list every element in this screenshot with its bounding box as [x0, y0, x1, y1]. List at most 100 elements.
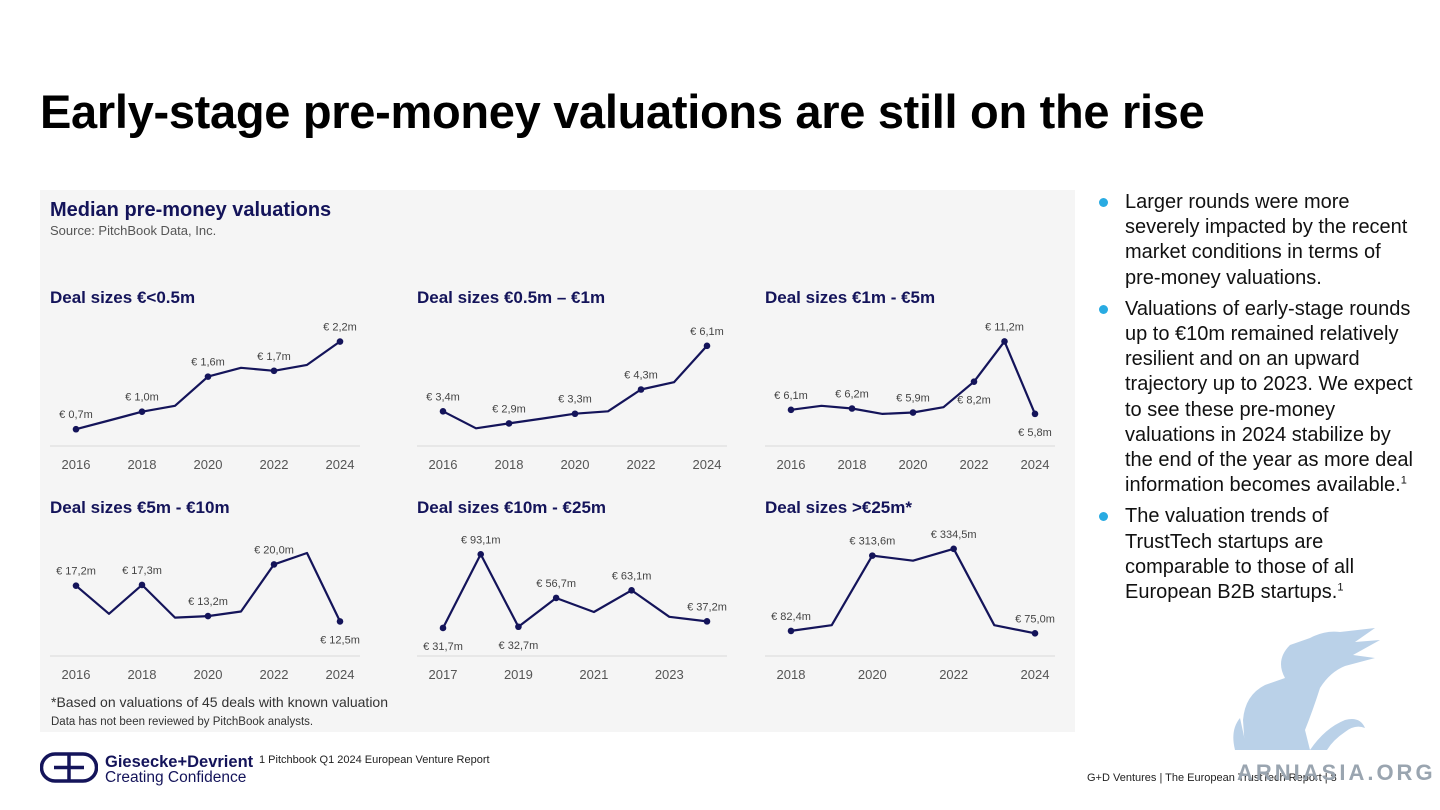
x-tick-label: 2022 [260, 667, 289, 682]
data-label: € 0,7m [59, 409, 93, 421]
data-label: € 11,2m [985, 321, 1024, 333]
data-point [1031, 410, 1039, 418]
x-tick-label: 2016 [429, 457, 458, 472]
x-tick-label: 2016 [62, 457, 91, 472]
data-label: € 334,5m [931, 529, 977, 541]
data-label: € 56,7m [536, 578, 576, 590]
x-tick-label: 2018 [777, 667, 806, 682]
data-label: € 1,7m [257, 351, 291, 363]
data-label: € 63,1m [612, 570, 652, 582]
data-point [138, 581, 146, 589]
x-tick-label: 2018 [128, 457, 157, 472]
data-point [439, 624, 447, 632]
x-tick-label: 2024 [326, 457, 355, 472]
data-point [571, 410, 579, 418]
panel-source: Source: PitchBook Data, Inc. [50, 223, 217, 238]
bullet-text: Larger rounds were more severely impacte… [1125, 191, 1408, 289]
chart-title: Deal sizes €5m - €10m [50, 498, 230, 517]
x-tick-label: 2020 [561, 457, 590, 472]
x-tick-label: 2020 [899, 457, 928, 472]
panel-footnote: *Based on valuations of 45 deals with kn… [51, 694, 388, 710]
data-label: € 1,6m [191, 357, 225, 369]
bullet-item: Valuations of early-stage rounds up to €… [1098, 297, 1418, 499]
series-line [75, 340, 341, 431]
chart-svg: € 17,2m € 17,3m € 13,2m € 20,0m € 12,5m 2016 2… [50, 544, 360, 682]
panel-title: Median pre-money valuations [50, 199, 332, 221]
source-footnote: 1 Pitchbook Q1 2024 European Venture Rep… [259, 754, 490, 766]
data-label: € 5,9m [896, 393, 930, 405]
chart-title: Deal sizes €10m - €25m [417, 498, 607, 517]
bullet-dot-icon [1099, 198, 1108, 207]
logo-tagline: Creating Confidence [105, 769, 247, 786]
x-tick-label: 2016 [62, 667, 91, 682]
x-tick-label: 2019 [504, 667, 533, 682]
data-point [204, 373, 212, 380]
series-line [442, 553, 708, 629]
series-line [790, 547, 1036, 635]
data-point [505, 420, 513, 427]
x-tick-label: 2018 [838, 457, 867, 472]
x-tick-label: 2022 [939, 667, 968, 682]
bullet-list: Larger rounds were more severely impacte… [1098, 190, 1418, 611]
x-tick-label: 2024 [1021, 667, 1050, 682]
watermark-text: ARNIASIA.ORG [1237, 760, 1436, 785]
bullet-sup: 1 [1400, 474, 1407, 487]
data-label: € 313,6m [849, 536, 895, 548]
data-point [138, 408, 146, 415]
chart-svg: € 31,7m € 93,1m € 32,7m € 56,7m € 63,1m € 37,… [417, 534, 727, 682]
griffin-watermark-icon [1233, 628, 1380, 750]
data-point [787, 406, 795, 414]
data-label: € 32,7m [499, 640, 539, 652]
x-tick-label: 2024 [1021, 457, 1050, 472]
gd-logo-icon [39, 752, 99, 783]
data-point [637, 386, 645, 393]
chart-title: Deal sizes €1m - €5m [765, 288, 936, 307]
data-label: € 20,0m [254, 544, 294, 556]
x-tick-label: 2024 [693, 457, 722, 472]
chart-title: Deal sizes €<0.5m [50, 288, 196, 307]
x-tick-label: 2024 [326, 667, 355, 682]
data-point [336, 338, 344, 345]
data-label: € 17,2m [56, 566, 96, 578]
chart-svg: € 6,1m € 6,2m € 5,9m € 8,2m € 11,2m € 5,8m 201… [765, 321, 1055, 472]
data-label: € 31,7m [423, 641, 463, 653]
data-point [970, 378, 978, 385]
data-point [703, 618, 711, 625]
data-label: € 3,3m [558, 394, 592, 406]
data-point [72, 582, 80, 589]
x-tick-label: 2020 [194, 667, 223, 682]
data-label: € 8,2m [957, 395, 991, 407]
x-tick-label: 2022 [627, 457, 656, 472]
data-label: € 3,4m [426, 391, 460, 403]
data-point [270, 367, 278, 375]
data-point [787, 627, 795, 635]
data-point [270, 561, 278, 568]
chart-title: Deal sizes >€25m* [765, 498, 912, 517]
bullet-text: The valuation trends of TrustTech startu… [1125, 505, 1355, 604]
data-point [1031, 630, 1039, 637]
data-point [909, 409, 917, 416]
bullet-item: The valuation trends of TrustTech startu… [1098, 504, 1418, 605]
x-tick-label: 2020 [858, 667, 887, 682]
data-point [703, 342, 711, 350]
data-point [336, 618, 344, 625]
x-tick-label: 2016 [777, 457, 806, 472]
x-tick-label: 2017 [429, 667, 458, 682]
data-point [204, 612, 212, 620]
chart-svg: € 0,7m € 1,0m € 1,6m € 1,7m € 2,2m 2016 2018 20… [50, 322, 360, 472]
data-label: € 82,4m [771, 611, 811, 623]
data-label: € 5,8m [1018, 427, 1052, 439]
x-tick-label: 2022 [260, 457, 289, 472]
chart-svg: € 3,4m € 2,9m € 3,3m € 4,3m € 6,1m 2016 2018 20… [417, 326, 727, 472]
page-title: Early-stage pre-money valuations are sti… [40, 85, 1205, 138]
data-label: € 2,2m [323, 322, 357, 334]
x-tick-label: 2021 [579, 667, 608, 682]
bullet-item: Larger rounds were more severely impacte… [1098, 190, 1418, 291]
bullet-sup: 1 [1337, 581, 1344, 594]
data-label: € 12,5m [320, 634, 360, 646]
panel-disclaimer: Data has not been reviewed by PitchBook … [51, 716, 314, 728]
data-point [1001, 338, 1008, 345]
data-label: € 6,1m [774, 390, 808, 402]
logo-name: Giesecke+Devrient [105, 753, 254, 771]
bullet-dot-icon [1099, 512, 1108, 522]
